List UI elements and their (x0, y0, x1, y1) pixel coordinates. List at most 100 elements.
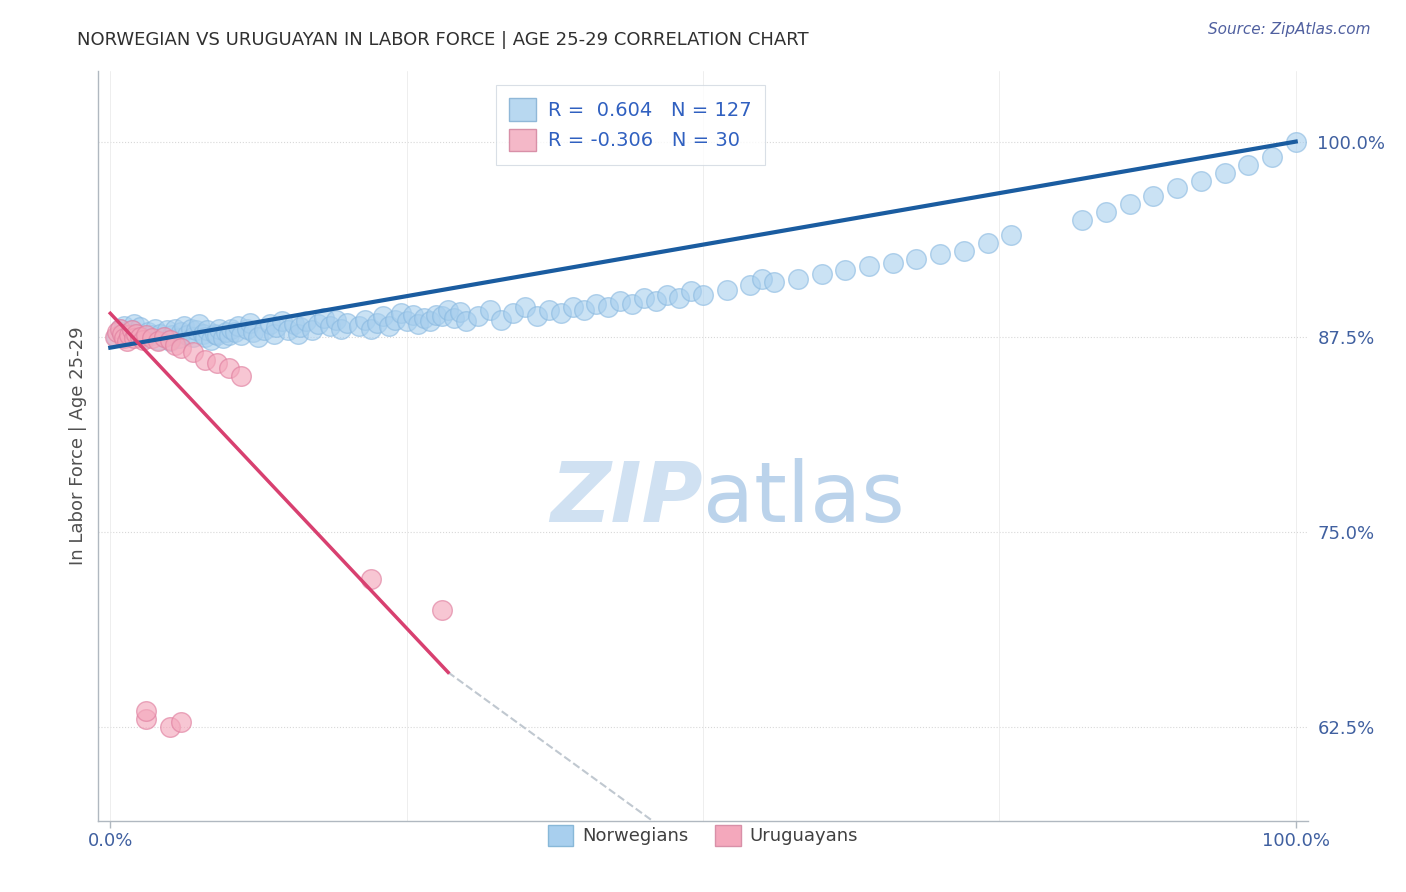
Point (160, 328, 183, 343)
Point (371, 310, 394, 324)
Point (194, 329, 217, 343)
Point (330, 322, 353, 336)
Point (132, 333, 155, 347)
Point (135, 331, 157, 345)
Point (224, 325, 246, 339)
Point (122, 331, 145, 345)
Point (218, 360, 240, 375)
Point (354, 312, 377, 326)
Text: atlas: atlas (703, 458, 904, 539)
Point (905, 252, 928, 266)
Point (152, 329, 174, 343)
Point (204, 326, 226, 341)
Text: NORWEGIAN VS URUGUAYAN IN LABOR FORCE | AGE 25-29 CORRELATION CHART: NORWEGIAN VS URUGUAYAN IN LABOR FORCE | … (77, 31, 808, 49)
Point (200, 333, 222, 347)
Point (550, 306, 572, 320)
Point (125, 326, 148, 341)
Point (141, 328, 163, 343)
Point (184, 324, 207, 338)
Point (125, 326, 148, 341)
Point (325, 312, 347, 326)
Point (360, 572, 382, 586)
Point (336, 316, 359, 330)
Point (283, 317, 305, 331)
Point (1213, 166, 1236, 180)
Point (301, 324, 323, 338)
Point (763, 275, 786, 289)
Point (408, 317, 430, 331)
Point (432, 603, 454, 617)
Point (389, 306, 412, 320)
Point (264, 320, 287, 334)
Point (118, 328, 141, 343)
Point (156, 324, 179, 338)
Point (115, 334, 138, 349)
Point (129, 329, 152, 343)
Point (271, 314, 294, 328)
Point (1261, 150, 1284, 164)
Point (188, 317, 211, 331)
Text: ZIP: ZIP (550, 458, 703, 539)
Point (620, 297, 643, 311)
Point (165, 337, 187, 351)
Point (413, 310, 436, 325)
Point (378, 318, 401, 333)
Point (1166, 181, 1188, 195)
Point (443, 310, 465, 325)
Point (1189, 173, 1212, 188)
Point (181, 329, 204, 343)
Point (194, 353, 217, 368)
Point (384, 312, 406, 326)
Point (668, 291, 690, 305)
Point (159, 333, 181, 347)
Point (208, 322, 231, 336)
Point (633, 291, 655, 305)
Point (454, 314, 477, 328)
Point (288, 320, 311, 334)
Point (515, 300, 537, 314)
Point (467, 310, 489, 324)
Point (135, 712, 157, 726)
Point (740, 278, 762, 293)
Point (277, 324, 299, 338)
Point (1071, 212, 1094, 227)
Point (295, 314, 318, 328)
Point (751, 272, 773, 286)
Point (395, 314, 418, 328)
Point (502, 306, 524, 320)
Point (786, 272, 808, 286)
Point (882, 256, 904, 270)
Text: Source: ZipAtlas.com: Source: ZipAtlas.com (1208, 22, 1371, 37)
Point (146, 334, 169, 349)
Point (239, 316, 262, 330)
Point (205, 328, 228, 343)
Point (598, 300, 620, 314)
Point (180, 322, 202, 336)
Point (259, 317, 281, 331)
Point (537, 303, 560, 318)
Point (229, 368, 252, 383)
Point (229, 328, 252, 343)
Point (253, 324, 276, 338)
Point (191, 326, 214, 341)
Point (401, 308, 423, 322)
Point (976, 235, 998, 250)
Point (810, 267, 832, 281)
Point (129, 320, 152, 334)
Point (449, 304, 471, 318)
Point (263, 326, 285, 341)
Point (1237, 158, 1260, 172)
Point (226, 318, 249, 333)
Point (205, 356, 228, 370)
Point (215, 325, 238, 339)
Y-axis label: In Labor Force | Age 25-29: In Labor Force | Age 25-29 (69, 326, 87, 566)
Point (1095, 205, 1118, 219)
Point (858, 260, 880, 274)
Point (366, 316, 388, 330)
Point (1000, 228, 1022, 243)
Point (152, 329, 174, 343)
Point (105, 325, 128, 339)
Point (170, 325, 193, 339)
Point (360, 322, 382, 336)
Point (242, 325, 264, 339)
